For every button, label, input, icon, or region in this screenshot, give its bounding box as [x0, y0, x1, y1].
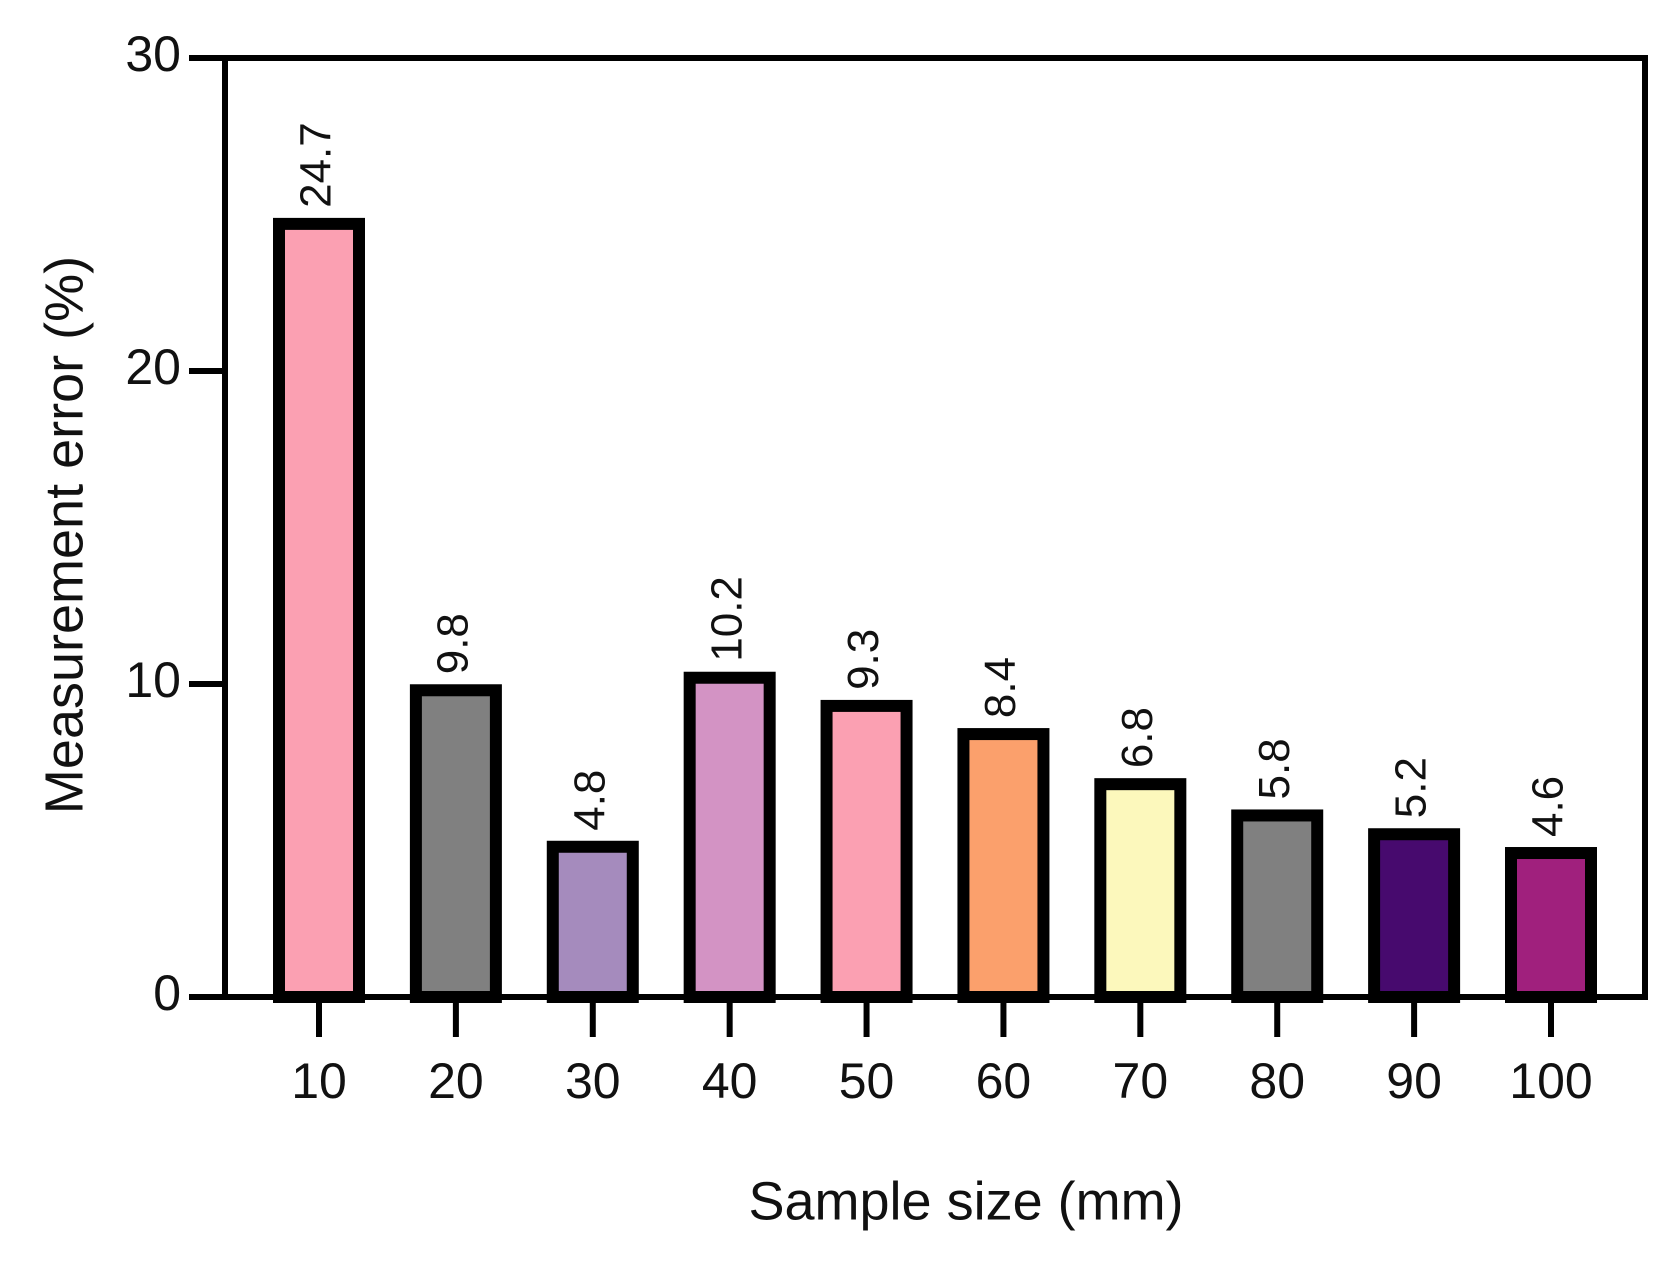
value-label: 10.2 — [702, 576, 751, 662]
bar — [1505, 847, 1597, 1004]
bar — [546, 840, 639, 1004]
value-label: 5.8 — [1250, 738, 1299, 799]
x-tick-label: 40 — [702, 1053, 758, 1109]
bar — [409, 684, 502, 1003]
value-label: 9.8 — [429, 613, 478, 674]
bar — [1094, 778, 1187, 1003]
bar — [1368, 828, 1461, 1003]
y-tick-label: 20 — [125, 339, 181, 395]
value-label: 24.7 — [292, 122, 341, 208]
value-label: 4.8 — [565, 770, 614, 831]
bar — [1231, 809, 1324, 1004]
value-label: 9.3 — [839, 629, 888, 690]
y-tick-label: 10 — [125, 652, 181, 708]
x-tick-label: 60 — [976, 1053, 1032, 1109]
x-tick-label: 10 — [291, 1053, 347, 1109]
y-tick-label: 30 — [125, 26, 181, 82]
x-tick-label: 50 — [839, 1053, 895, 1109]
x-tick-label: 80 — [1249, 1053, 1305, 1109]
bar — [957, 728, 1050, 1004]
value-label: 6.8 — [1113, 707, 1162, 768]
y-tick-label: 0 — [153, 965, 181, 1021]
value-label: 8.4 — [976, 657, 1025, 718]
x-tick-label: 20 — [428, 1053, 484, 1109]
y-axis-label: Measurement error (%) — [34, 256, 94, 814]
bar — [273, 217, 365, 1003]
x-tick-label: 90 — [1386, 1053, 1442, 1109]
x-axis-label: Sample size (mm) — [748, 1171, 1183, 1231]
x-tick-label: 30 — [565, 1053, 621, 1109]
x-tick-label: 70 — [1113, 1053, 1169, 1109]
value-label: 5.2 — [1387, 757, 1436, 818]
bar — [683, 671, 776, 1003]
bar — [820, 699, 913, 1003]
value-label: 4.6 — [1524, 776, 1573, 837]
x-tick-label: 100 — [1509, 1053, 1592, 1109]
plot-frame — [222, 55, 1648, 1000]
